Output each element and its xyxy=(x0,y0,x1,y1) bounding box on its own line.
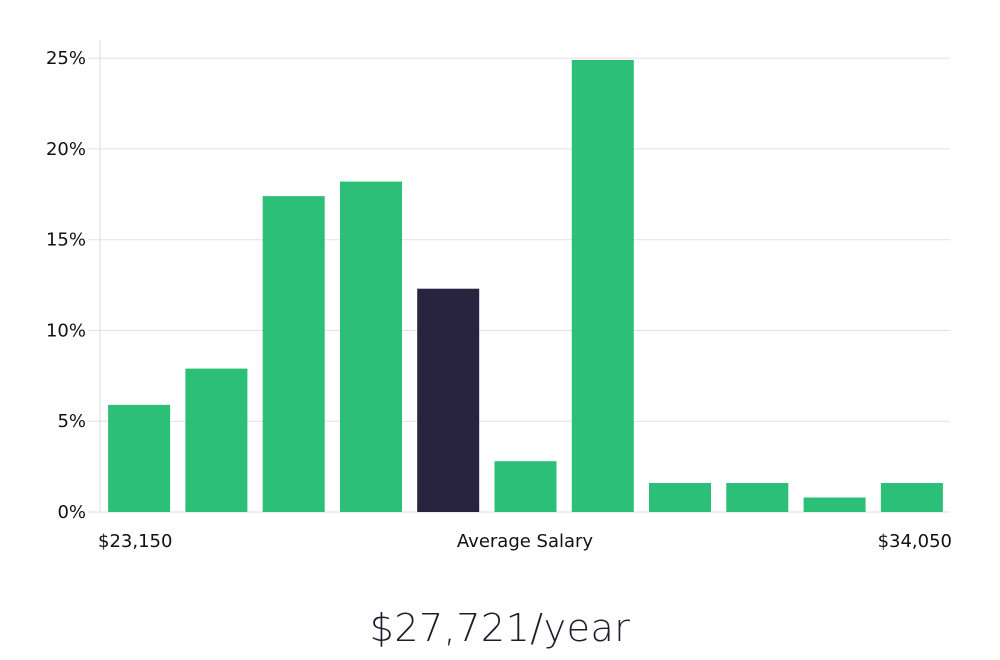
salary-histogram: 0%5%10%15%20%25% $23,150 Average Salary … xyxy=(46,40,952,552)
y-tick-labels: 0% 5% 10% 15% 20% 25% xyxy=(46,48,86,523)
bars xyxy=(108,60,943,512)
average-salary-value: $27,721/year xyxy=(369,606,631,650)
histogram-bar xyxy=(649,483,711,512)
y-tick-label: 20% xyxy=(46,139,86,160)
histogram-bar-average xyxy=(417,288,480,512)
y-tick-label: 5% xyxy=(57,411,86,432)
histogram-bar xyxy=(880,483,943,512)
x-min-label: $23,150 xyxy=(98,531,172,552)
y-tick-label: 0% xyxy=(57,502,86,523)
y-tick-label: 10% xyxy=(46,320,86,341)
histogram-bar xyxy=(726,483,789,512)
histogram-bar xyxy=(108,404,171,512)
y-tick-label: 15% xyxy=(46,230,86,251)
histogram-bar xyxy=(262,196,325,512)
x-center-label: Average Salary xyxy=(457,531,594,552)
histogram-bar xyxy=(494,461,557,512)
histogram-bar xyxy=(803,497,866,512)
histogram-bar xyxy=(571,60,634,512)
histogram-bar xyxy=(340,181,402,512)
y-tick-label: 25% xyxy=(46,48,86,69)
x-max-label: $34,050 xyxy=(878,531,952,552)
histogram-bar xyxy=(185,368,248,512)
